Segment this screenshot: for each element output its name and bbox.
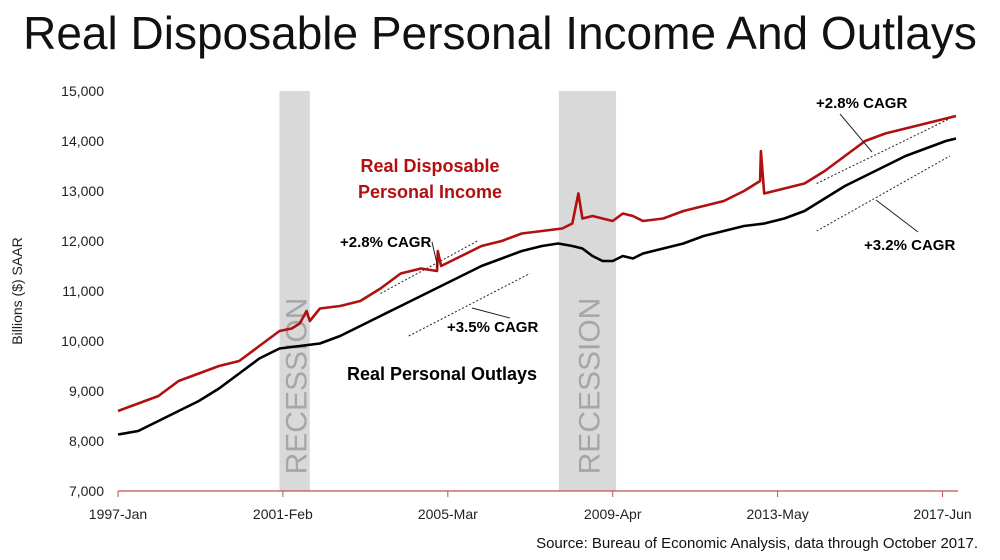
series-lines — [117, 114, 957, 436]
trend-lines — [380, 118, 951, 337]
y-tick-label: 9,000 — [69, 383, 104, 399]
x-tick-label: 2009-Apr — [584, 506, 642, 522]
x-tick-label: 2005-Mar — [418, 506, 478, 522]
trend-income-late — [816, 118, 951, 184]
cagr-outlays-early-leader — [471, 307, 511, 319]
outlays-series-label: Real Personal Outlays — [347, 364, 537, 384]
trend-outlays-late — [816, 155, 951, 232]
chart-title: Real Disposable Personal Income And Outl… — [23, 7, 977, 59]
cagr-income-early-label: +2.8% CAGR — [340, 234, 431, 251]
source-note: Source: Bureau of Economic Analysis, dat… — [536, 535, 978, 552]
y-tick-label: 7,000 — [69, 483, 104, 499]
cagr-outlays-late-label: +3.2% CAGR — [864, 237, 955, 254]
y-tick-label: 14,000 — [61, 133, 104, 149]
annotations: Real Disposable Personal Income Real Perso… — [340, 95, 955, 384]
income-series-label: Real Disposable — [360, 156, 499, 176]
cagr-outlays-early-label: +3.5% CAGR — [447, 319, 538, 336]
y-tick-label: 15,000 — [61, 83, 104, 99]
x-tick-label: 2001-Feb — [253, 506, 313, 522]
x-tick-label: 1997-Jan — [89, 506, 147, 522]
cagr-income-late-leader — [839, 113, 873, 153]
cagr-outlays-late-leader — [875, 199, 919, 233]
y-tick-label: 10,000 — [61, 333, 104, 349]
recession-label-2: RECESSION — [573, 298, 606, 475]
recession-band-2 — [558, 91, 617, 491]
recession-band-1 — [279, 91, 310, 491]
y-tick-label: 8,000 — [69, 433, 104, 449]
series-line-income — [117, 114, 957, 413]
cagr-income-early-leader — [431, 241, 439, 269]
cagr-income-late-label: +2.8% CAGR — [816, 95, 907, 112]
trend-outlays-early — [408, 273, 531, 337]
series-line-outlays — [117, 137, 957, 436]
x-tick-label: 2013-May — [746, 506, 808, 522]
y-tick-label: 13,000 — [61, 183, 104, 199]
y-axis-label: Billions ($) SAAR — [9, 237, 25, 344]
y-tick-label: 11,000 — [62, 283, 104, 299]
x-tick-label: 2017-Jun — [913, 506, 971, 522]
y-tick-label: 12,000 — [61, 233, 104, 249]
recession-bands: RECESSION RECESSION — [279, 91, 617, 491]
axes: 7,000 8,000 9,000 10,000 11,000 12,000 13,000 1… — [9, 83, 972, 522]
income-series-label: Personal Income — [358, 182, 502, 202]
recession-label-1: RECESSION — [281, 298, 314, 475]
